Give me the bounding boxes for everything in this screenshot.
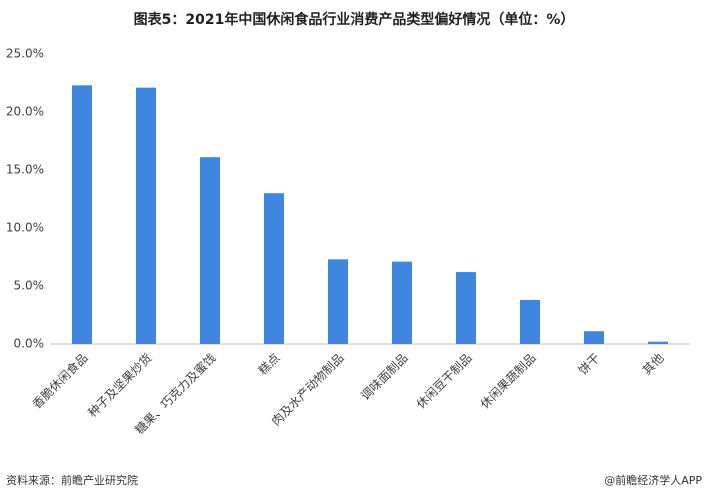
bar [584, 331, 604, 344]
x-tick-label: 其他 [640, 351, 667, 378]
bar [264, 193, 284, 344]
x-tick-label: 休闲豆干制品 [414, 351, 475, 412]
bar [72, 85, 92, 344]
x-tick-label: 休闲果蔬制品 [478, 351, 539, 412]
y-tick-label: 25.0% [6, 47, 44, 61]
x-tick-label: 调味面制品 [358, 351, 410, 403]
credit: @前瞻经济学人APP [604, 473, 702, 487]
chart-title: 图表5：2021年中国休闲食品行业消费产品类型偏好情况（单位：%） [134, 11, 575, 28]
y-tick-label: 5.0% [14, 279, 45, 293]
bar [200, 157, 220, 344]
y-tick-label: 10.0% [6, 221, 44, 235]
source: 资料来源：前瞻产业研究院 [6, 473, 138, 487]
bar [136, 87, 156, 344]
bar [392, 261, 412, 344]
x-tick-label: 饼干 [576, 351, 603, 378]
bar [328, 259, 348, 344]
y-tick-label: 20.0% [6, 105, 44, 119]
x-tick-label: 糕点 [256, 351, 283, 378]
bar [648, 341, 668, 344]
bar [456, 272, 476, 344]
bar [520, 299, 540, 344]
y-tick-label: 15.0% [6, 163, 44, 177]
x-tick-label: 香脆休闲食品 [29, 350, 91, 412]
y-tick-label: 0.0% [14, 337, 45, 351]
x-tick-label: 种子及坚果炒货 [85, 350, 155, 420]
